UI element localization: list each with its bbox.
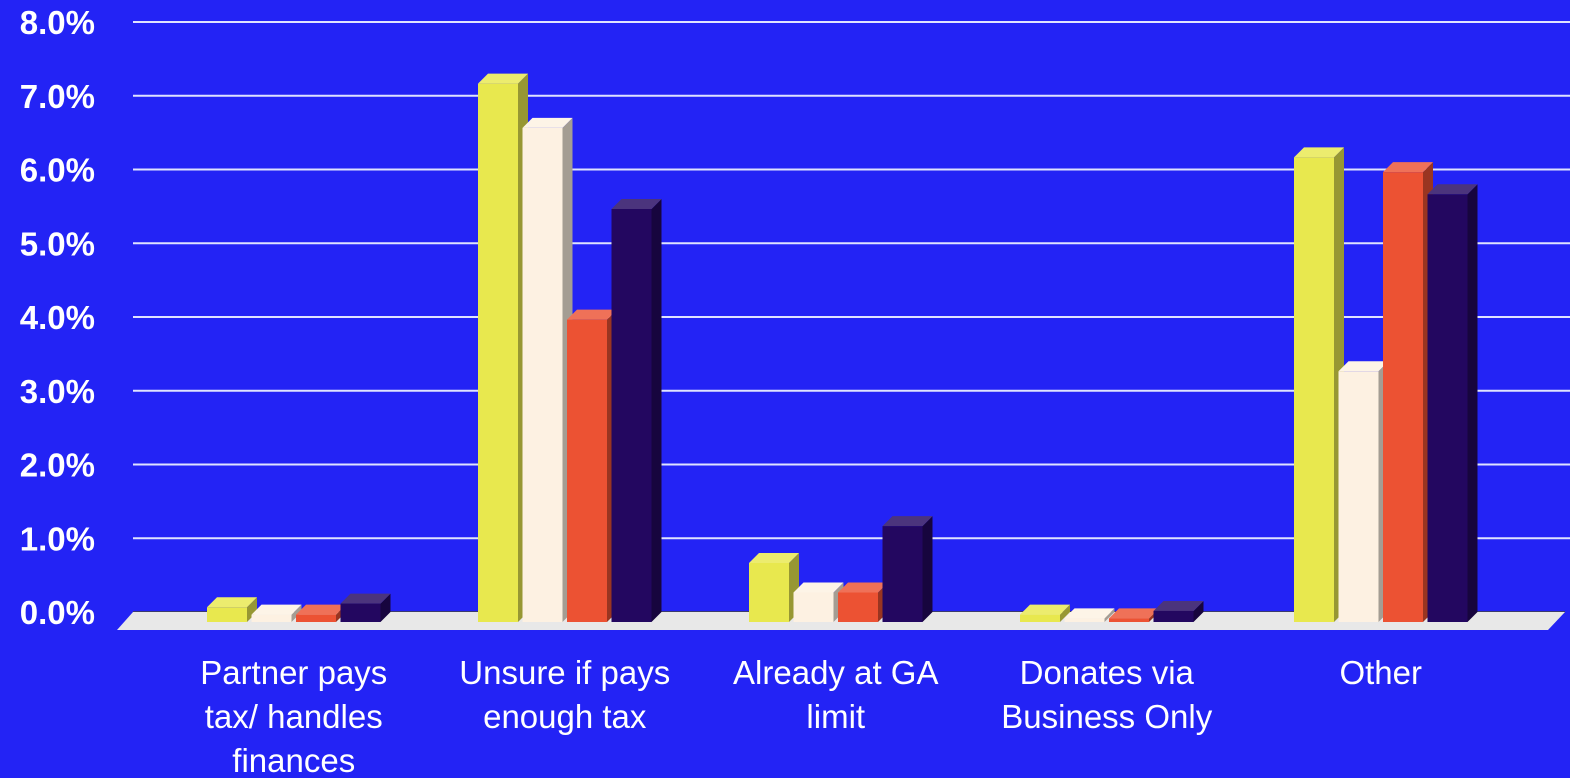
bar [296, 604, 346, 622]
bar-top [838, 582, 888, 593]
bar [567, 309, 617, 622]
bar [793, 582, 844, 622]
bar-side [1467, 184, 1478, 622]
bar [838, 582, 888, 622]
x-tick-label-line: tax/ handles [205, 698, 383, 735]
bar-top [1294, 147, 1344, 158]
bar [1064, 608, 1115, 622]
x-tick-label-line: Donates via [1020, 654, 1195, 691]
bar-top [1109, 608, 1159, 619]
bar-front [1383, 172, 1423, 622]
bar-top [1020, 604, 1070, 615]
y-tick-label: 1.0% [20, 520, 95, 557]
bar-front [749, 563, 789, 622]
bar-top [296, 604, 346, 615]
bar-top [1153, 600, 1204, 611]
bar [1294, 147, 1344, 622]
x-tick-label-line: enough tax [483, 698, 647, 735]
bar-top [1427, 184, 1478, 195]
bar-side [1104, 608, 1115, 622]
x-tick-label: Already at GA limit [733, 654, 938, 735]
bar-side [1193, 600, 1204, 622]
bar-front [838, 592, 878, 622]
bar-front [611, 209, 652, 622]
bar-top [611, 199, 662, 209]
bar-side [651, 199, 662, 622]
y-tick-label: 4.0% [20, 299, 95, 336]
bar-top [749, 553, 799, 563]
bar-side [922, 516, 933, 622]
bar-side [291, 604, 302, 622]
bar [1338, 361, 1389, 622]
bar [478, 73, 528, 622]
bar [522, 117, 573, 622]
x-tick-label-line: limit [806, 698, 865, 735]
bar [207, 597, 257, 622]
bar-front [1427, 194, 1468, 622]
bar-front [1109, 618, 1149, 622]
bars [207, 73, 1478, 622]
x-tick-label-line: Other [1339, 654, 1422, 691]
y-tick-label: 5.0% [20, 225, 95, 262]
x-tick-label-line: finances [232, 742, 355, 778]
bar-top [207, 597, 257, 608]
bar-front [1338, 371, 1379, 622]
x-tick-label-line: Unsure if pays [459, 654, 670, 691]
bar-side [1060, 604, 1070, 622]
bar [1383, 162, 1433, 622]
bar-front [567, 319, 607, 622]
bar-top [793, 582, 844, 593]
bar-top [478, 73, 528, 84]
x-tick-label: Unsure if pays enough tax [459, 654, 670, 735]
bar-front [478, 83, 518, 622]
bar-side [380, 593, 391, 622]
bar-front [1153, 610, 1194, 622]
bar-top [251, 604, 302, 615]
bar-front [207, 607, 247, 622]
bar [882, 516, 933, 622]
x-axis-labels: Partner pays tax/ handles finances Unsure i… [200, 654, 1422, 778]
bar [611, 199, 662, 622]
y-tick-label: 6.0% [20, 152, 95, 189]
bar [340, 593, 391, 622]
x-tick-label: Donates via Business Only [1001, 654, 1212, 735]
bar [251, 604, 302, 622]
x-tick-label-line: Already at GA [733, 654, 938, 691]
x-tick-label-line: Partner pays [200, 654, 387, 691]
x-tick-label: Other [1339, 654, 1422, 691]
x-tick-label-line: Business Only [1001, 698, 1212, 735]
bar-front [522, 127, 563, 622]
bar-front [1020, 614, 1060, 622]
bar [1020, 604, 1070, 622]
x-tick-label: Partner pays tax/ handles finances [200, 654, 387, 778]
y-tick-label: 7.0% [20, 78, 95, 115]
y-axis-ticks: 0.0% 1.0% 2.0% 3.0% 4.0% 5.0% 6.0% 7.0% 8.0% [20, 4, 95, 631]
bar-top [340, 593, 391, 604]
y-tick-label: 0.0% [20, 594, 95, 631]
bar-front [251, 614, 292, 622]
bar [1153, 600, 1204, 622]
bar-front [340, 603, 381, 622]
y-tick-label: 8.0% [20, 4, 95, 41]
bar [749, 553, 799, 622]
bar-side [247, 597, 257, 622]
bar [1427, 184, 1478, 622]
bar-front [1064, 618, 1105, 622]
bar-front [296, 614, 336, 622]
bar-top [567, 309, 617, 320]
bar-front [793, 592, 834, 622]
bar-top [1383, 162, 1433, 173]
bar-top [522, 117, 573, 128]
bar-front [882, 526, 923, 622]
y-tick-label: 2.0% [20, 447, 95, 484]
bar-top [1064, 608, 1115, 619]
bar-front [1294, 157, 1334, 622]
bar-top [882, 516, 933, 527]
y-tick-label: 3.0% [20, 373, 95, 410]
bar-top [1338, 361, 1389, 372]
